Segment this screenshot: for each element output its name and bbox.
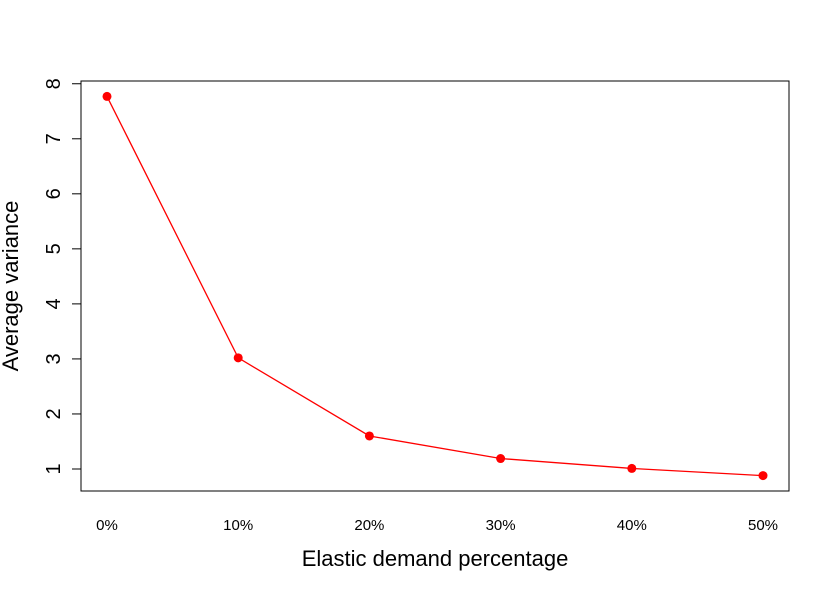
series-line [106,96,764,477]
x-tick-label: 20% [354,517,384,534]
y-tick-label: 1 [43,463,65,474]
y-tick-label: 8 [43,78,65,89]
y-tick-label: 4 [43,298,65,309]
y-axis-title: Average variance [0,201,23,372]
y-tick-label: 7 [43,133,65,144]
x-tick-label: 0% [96,517,118,534]
y-tick-label: 6 [43,188,65,199]
x-axis: 0% 10% 20% 30% 40% 50% [96,517,778,534]
x-axis-title: Elastic demand percentage [302,546,569,571]
x-tick-label: 10% [223,517,253,534]
data-point [364,431,374,441]
y-tick-label: 2 [43,408,65,419]
x-tick-label: 50% [748,517,778,534]
data-point [758,471,768,481]
series-layer [102,91,768,481]
data-point [496,454,506,464]
y-tick-label: 3 [43,353,65,364]
data-point [627,463,637,473]
x-tick-label: 30% [486,517,516,534]
plot-frame [80,80,790,492]
data-point [102,91,112,101]
x-tick-label: 40% [617,517,647,534]
y-tick-label: 5 [43,243,65,254]
y-axis: 1 2 3 4 5 6 7 8 [43,78,82,475]
data-point [233,353,243,363]
